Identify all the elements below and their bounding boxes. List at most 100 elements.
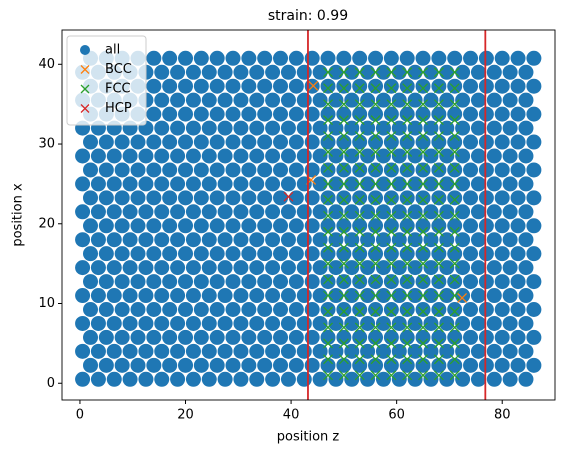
point (338, 162, 349, 173)
point (344, 260, 360, 276)
point (415, 134, 431, 150)
point (273, 190, 289, 206)
point (130, 329, 146, 345)
point (370, 370, 381, 381)
point (391, 64, 407, 80)
point (447, 301, 463, 317)
point (225, 50, 241, 66)
point (368, 357, 384, 373)
point (418, 83, 429, 94)
point (391, 260, 407, 276)
point (402, 306, 413, 317)
point (233, 204, 249, 220)
point (433, 147, 444, 157)
point (323, 258, 333, 269)
point (90, 315, 106, 331)
point (201, 232, 217, 248)
point (233, 64, 249, 80)
x-axis-label: position z (277, 430, 340, 445)
point (320, 190, 336, 206)
point (354, 274, 365, 285)
point (386, 274, 397, 285)
point (402, 83, 413, 94)
point (518, 315, 534, 331)
point (170, 288, 186, 304)
point (323, 131, 333, 142)
point (106, 343, 122, 359)
point (433, 290, 444, 301)
point (320, 357, 336, 373)
point (431, 246, 447, 262)
legend-label: BCC (105, 62, 132, 77)
point (320, 329, 336, 345)
point (265, 315, 281, 331)
point (257, 162, 273, 178)
point (201, 92, 217, 108)
point (449, 131, 460, 142)
point (296, 232, 312, 248)
point (162, 162, 178, 178)
point (288, 78, 304, 94)
point (486, 204, 502, 220)
point (338, 274, 349, 285)
point (162, 246, 178, 262)
point (154, 260, 170, 276)
point (304, 50, 320, 66)
point (354, 131, 365, 142)
point (138, 343, 154, 359)
point (486, 64, 502, 80)
point (323, 83, 333, 94)
point (518, 148, 534, 164)
point (130, 218, 146, 234)
point (338, 178, 349, 189)
point (386, 83, 397, 94)
point (249, 148, 265, 164)
point (114, 190, 130, 206)
point (233, 92, 249, 108)
point (328, 64, 344, 80)
point (433, 210, 444, 221)
point (431, 274, 447, 290)
point (323, 274, 333, 285)
point (130, 162, 146, 178)
point (178, 50, 194, 66)
point (447, 106, 463, 122)
point (370, 242, 381, 253)
point (510, 329, 526, 345)
point (146, 218, 162, 234)
point (288, 301, 304, 317)
point (122, 176, 138, 192)
point (154, 148, 170, 164)
point (323, 354, 333, 365)
point (217, 371, 233, 387)
point (375, 288, 391, 304)
point (415, 357, 431, 373)
point (502, 315, 518, 331)
point (383, 329, 399, 345)
point (402, 322, 413, 333)
point (354, 194, 365, 205)
point (449, 99, 460, 110)
point (433, 162, 444, 173)
point (360, 288, 376, 304)
point (193, 246, 209, 262)
point (518, 260, 534, 276)
point (433, 258, 444, 269)
point (354, 115, 365, 126)
point (193, 162, 209, 178)
point (257, 218, 273, 234)
point (328, 148, 344, 164)
point (494, 329, 510, 345)
point (320, 218, 336, 234)
point (225, 357, 241, 373)
point (423, 176, 439, 192)
point (114, 162, 130, 178)
point (402, 290, 413, 301)
legend-label: all (105, 43, 120, 58)
point (455, 204, 471, 220)
point (344, 315, 360, 331)
point (338, 226, 349, 237)
point (241, 106, 257, 122)
point (478, 329, 494, 345)
point (193, 301, 209, 317)
